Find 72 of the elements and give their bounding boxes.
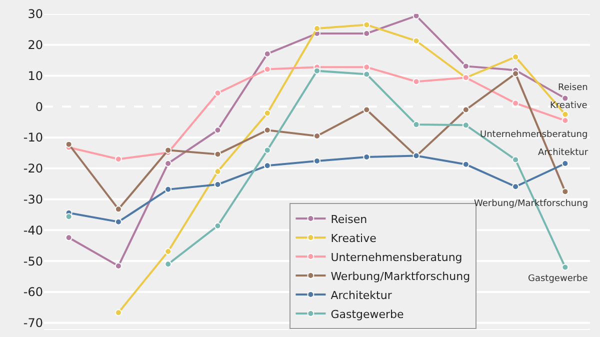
point: [114, 156, 122, 163]
point: [562, 160, 569, 167]
y-tick-label: -70: [23, 316, 43, 330]
point: [512, 156, 520, 164]
legend-label: Unternehmensberatung: [330, 250, 462, 264]
point: [412, 121, 420, 128]
point: [314, 158, 320, 164]
text: Gastgewerbe: [528, 274, 588, 284]
y-tick-label: -30: [23, 192, 43, 206]
point: [512, 100, 520, 107]
point: [363, 70, 370, 78]
point: [214, 222, 222, 230]
point: [462, 122, 470, 129]
y-tick-label: -60: [23, 285, 43, 300]
legend-label: Kreative: [330, 232, 377, 245]
point: [412, 14, 420, 20]
point: [65, 213, 72, 220]
point: [462, 160, 470, 168]
point: [214, 126, 222, 134]
text: Reisen: [558, 83, 588, 93]
point: [562, 264, 569, 271]
point: [562, 188, 569, 196]
point: [164, 260, 172, 268]
point: [363, 64, 370, 71]
point: [114, 309, 122, 316]
point: [562, 117, 569, 124]
point: [214, 168, 222, 175]
point: [214, 150, 222, 158]
point: [412, 78, 420, 86]
y-tick-label: -20: [23, 162, 43, 176]
point: [512, 53, 520, 60]
point: [264, 126, 271, 134]
point: [164, 186, 172, 193]
y-tick-label: -50: [23, 254, 43, 268]
point: [512, 70, 520, 78]
point: [164, 248, 172, 255]
point: [363, 153, 370, 160]
point: [363, 30, 370, 37]
point: [164, 146, 172, 154]
legend-label: Werbung/Marktforschung: [330, 270, 470, 283]
point: [512, 183, 520, 190]
y-tick-label: 0: [35, 100, 43, 114]
point: [314, 67, 320, 74]
point: [314, 25, 320, 32]
point: [214, 180, 222, 188]
y-tick-label: 20: [28, 38, 43, 52]
point: [363, 106, 370, 114]
y-tick-label: -10: [23, 130, 43, 145]
legend-label: Gastgewerbe: [330, 308, 404, 321]
point: [264, 50, 271, 58]
point: [65, 140, 72, 148]
y-tick-label: 10: [28, 68, 43, 83]
legend-label: Reisen: [330, 212, 368, 226]
point: [114, 262, 122, 270]
legend-label: Architektur: [330, 288, 392, 302]
point: [562, 110, 569, 118]
point: [214, 90, 222, 97]
point: [462, 106, 470, 114]
point: [264, 110, 271, 117]
point: [363, 21, 370, 28]
point: [462, 62, 470, 70]
point: [114, 206, 122, 213]
point: [264, 162, 271, 170]
point: [412, 37, 420, 44]
point: [65, 234, 72, 242]
point: [114, 218, 122, 226]
point: [264, 146, 271, 154]
y-tick-label: -40: [23, 223, 43, 238]
point: [164, 160, 172, 167]
y-tick-label: 30: [28, 7, 43, 22]
point: [264, 66, 271, 73]
point: [314, 132, 320, 140]
